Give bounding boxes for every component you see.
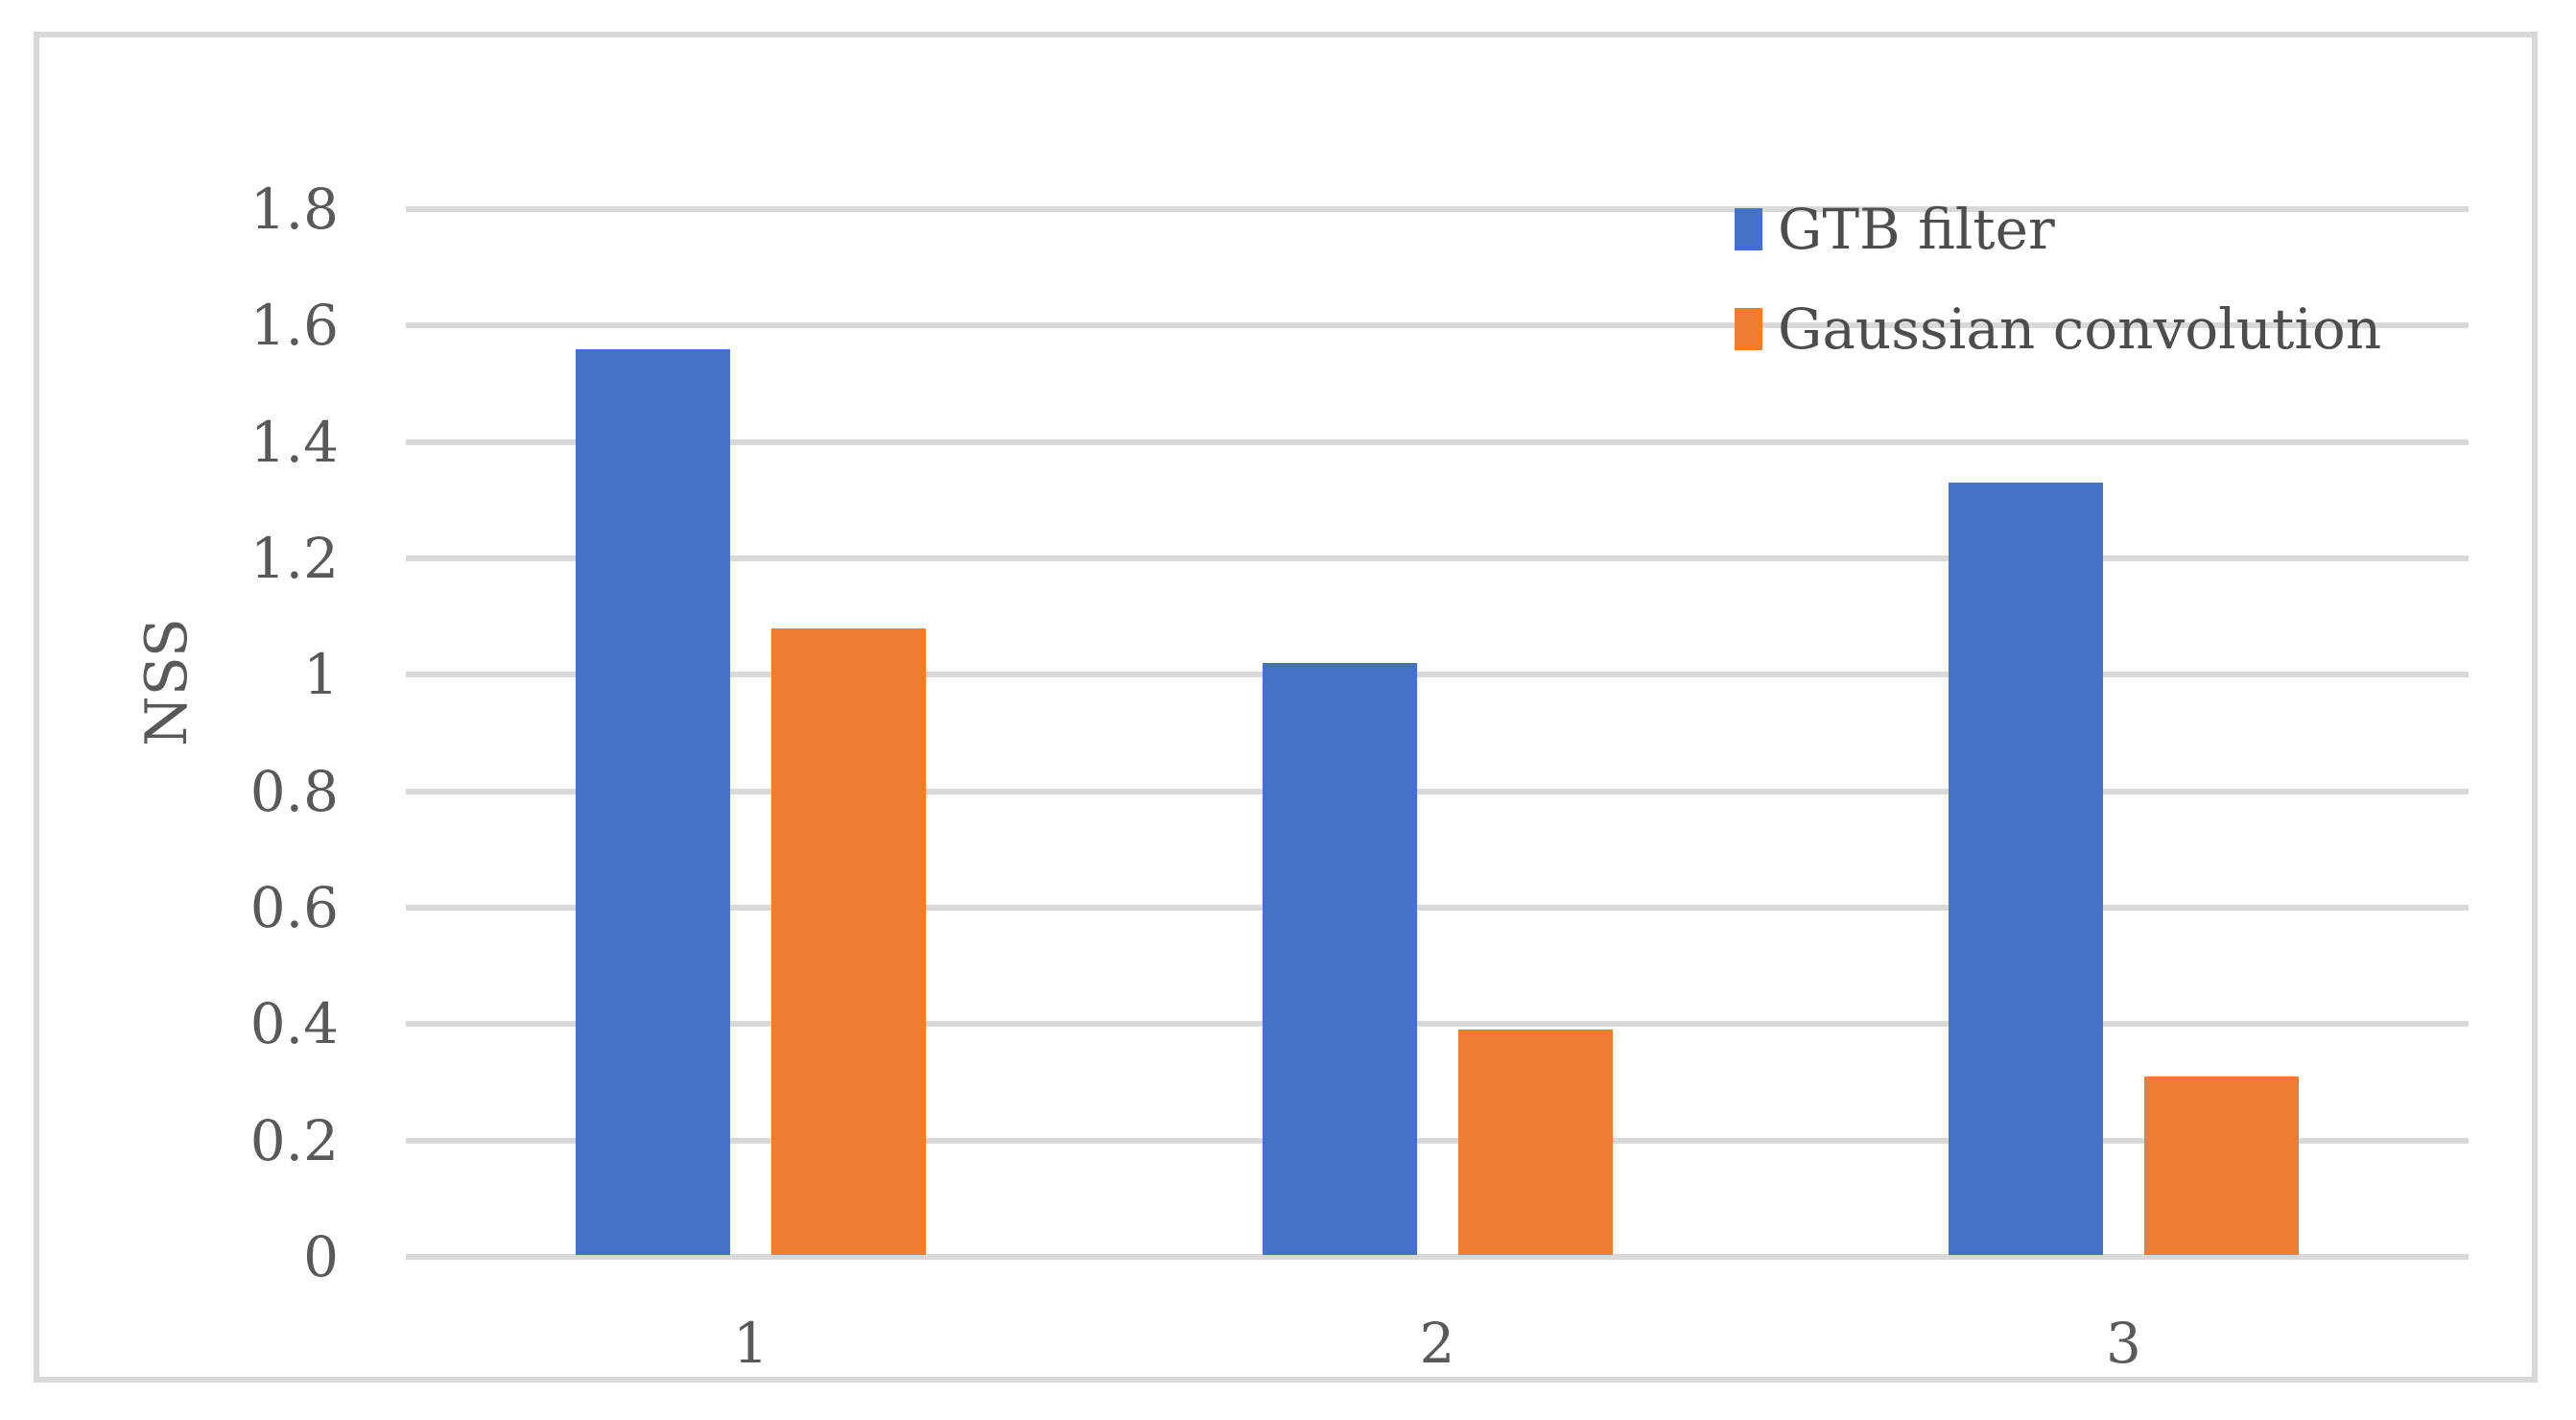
y-tick-label: 1.6 — [249, 293, 339, 359]
gridline — [406, 788, 2469, 794]
y-tick-label: 1.2 — [249, 525, 339, 591]
gridline — [406, 904, 2469, 911]
gridline — [406, 672, 2469, 678]
y-tick-label: 0.4 — [249, 991, 339, 1057]
y-tick-label: 0.8 — [249, 758, 339, 824]
gridline — [406, 1137, 2469, 1144]
gridline — [406, 1021, 2469, 1028]
x-tick-label: 3 — [2106, 1311, 2141, 1376]
bar-gaussian-convolution-cat3 — [2144, 1076, 2299, 1255]
gridline — [406, 438, 2469, 445]
y-tick-label: 1.4 — [249, 409, 339, 475]
bar-gtb-filter-cat3 — [1949, 483, 2103, 1255]
legend-item-gtb-filter: GTB filter — [1735, 197, 2055, 262]
y-tick-label: 0.6 — [249, 874, 339, 940]
y-tick-label: 0.2 — [249, 1107, 339, 1173]
y-tick-label: 0 — [303, 1224, 339, 1290]
bar-gaussian-convolution-cat2 — [1457, 1030, 1613, 1255]
legend-item-gaussian-convolution: Gaussian convolution — [1735, 296, 2381, 362]
y-tick-label: 1 — [303, 642, 339, 708]
x-tick-label: 1 — [733, 1311, 768, 1376]
legend-swatch-icon — [1735, 308, 1762, 350]
legend-label: Gaussian convolution — [1778, 296, 2382, 362]
y-axis-title: NSS — [133, 618, 201, 746]
bar-gtb-filter-cat1 — [576, 348, 730, 1255]
legend-swatch-icon — [1735, 208, 1762, 250]
gridline — [406, 1254, 2469, 1260]
gridline — [406, 322, 2469, 329]
legend-label: GTB filter — [1778, 197, 2055, 262]
x-tick-label: 2 — [1419, 1311, 1455, 1376]
bar-gtb-filter-cat2 — [1262, 663, 1417, 1255]
gridline — [406, 555, 2469, 561]
gridline — [406, 205, 2469, 212]
y-tick-label: 1.8 — [249, 176, 339, 242]
bar-gaussian-convolution-cat1 — [771, 627, 926, 1255]
